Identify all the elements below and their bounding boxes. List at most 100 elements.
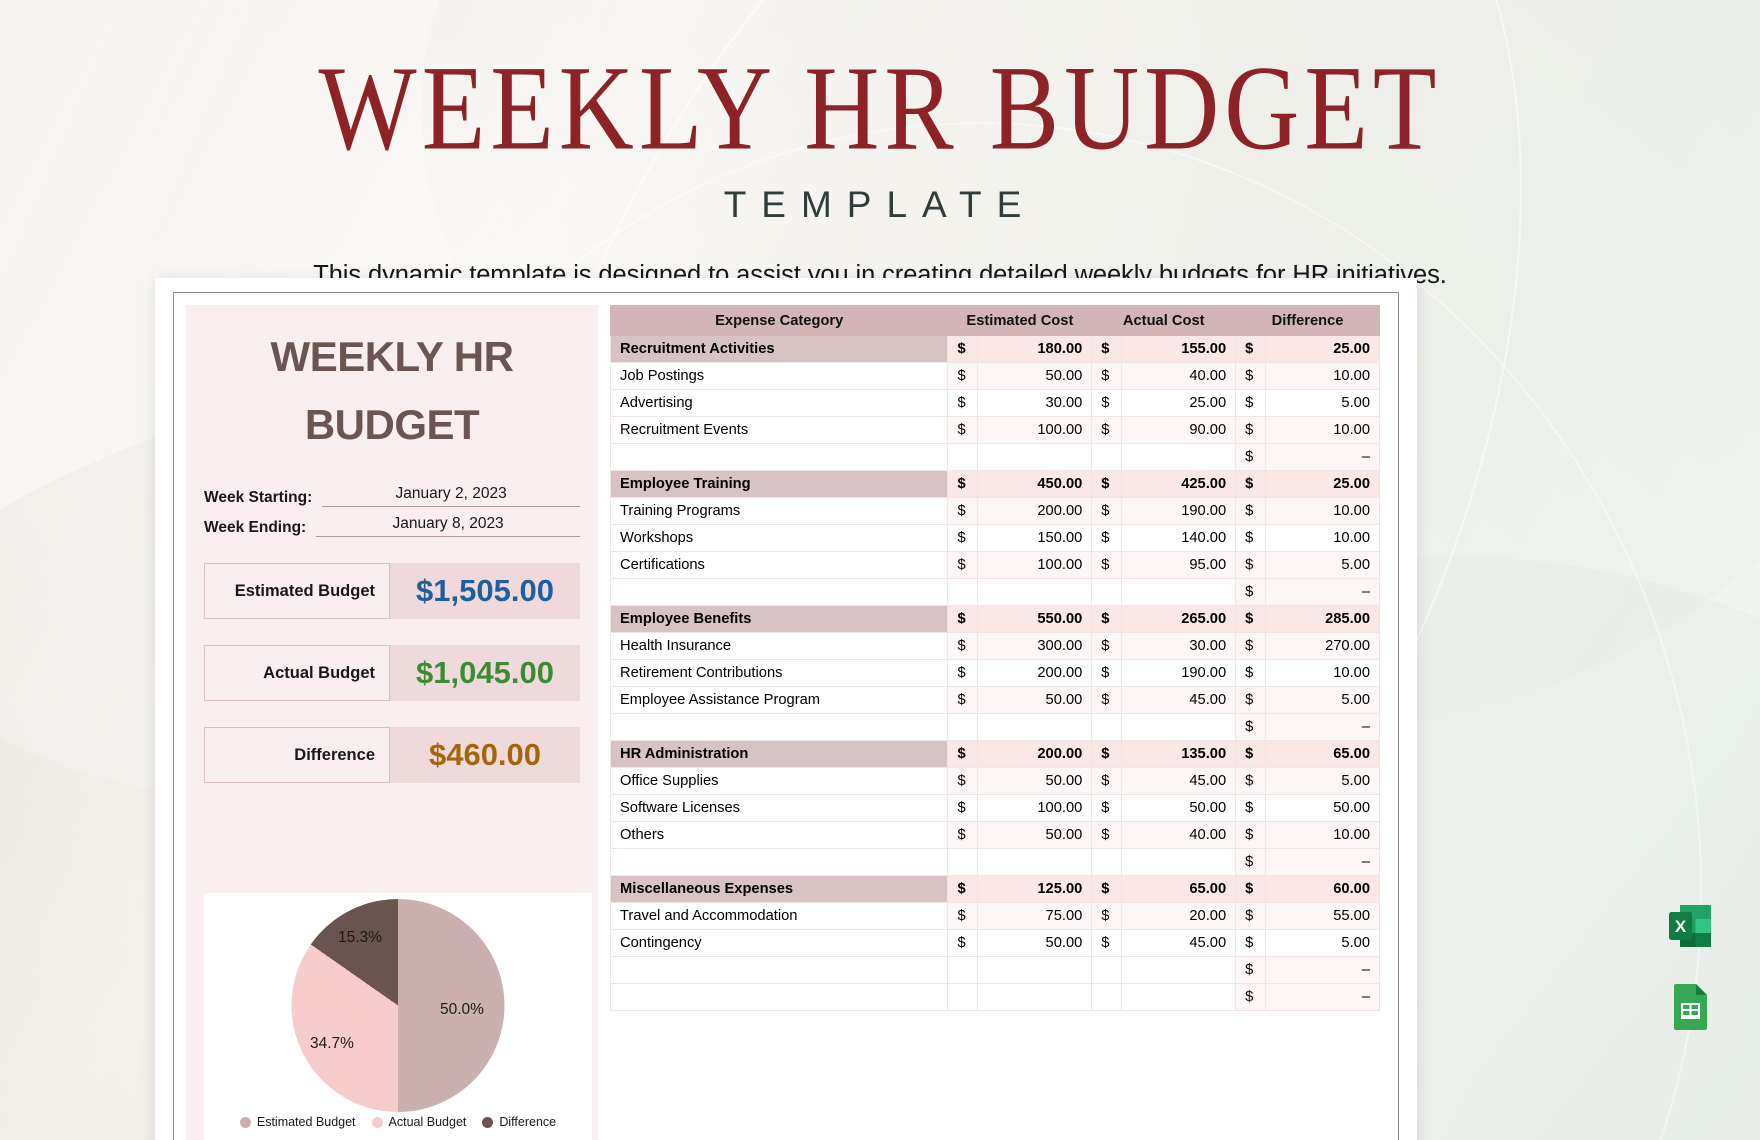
cell-estimated-symbol: $ bbox=[947, 362, 978, 390]
cell-difference-value: 5.00 bbox=[1264, 929, 1381, 957]
summary-panel: WEEKLY HR BUDGET Week Starting: January … bbox=[186, 305, 598, 1140]
cell-difference-symbol: $ bbox=[1235, 362, 1266, 390]
expense-table-body: Recruitment Activities $180.00 $155.00 $25.… bbox=[609, 335, 1381, 1011]
cell-estimated-symbol: $ bbox=[947, 470, 978, 498]
cell-difference-value: – bbox=[1264, 848, 1381, 876]
cell-difference-symbol: $ bbox=[1235, 902, 1266, 930]
google-sheets-icon[interactable] bbox=[1664, 980, 1716, 1032]
cell-estimated-value: 75.00 bbox=[976, 902, 1093, 930]
col-estimated-cost: Estimated Cost bbox=[947, 305, 1093, 336]
cell-estimated-symbol bbox=[947, 983, 978, 1011]
cell-estimated-symbol bbox=[947, 713, 978, 741]
page-subtitle: TEMPLATE bbox=[723, 184, 1037, 225]
cell-actual-symbol: $ bbox=[1091, 659, 1122, 687]
cell-actual-value: 40.00 bbox=[1120, 362, 1237, 390]
cell-difference-value: 25.00 bbox=[1264, 470, 1381, 498]
table-row: Training Programs $200.00 $190.00 $10.00 bbox=[609, 497, 1381, 525]
col-actual-cost: Actual Cost bbox=[1091, 305, 1237, 336]
cell-actual-value bbox=[1120, 713, 1237, 741]
cell-difference-symbol: $ bbox=[1235, 929, 1266, 957]
estimated-budget-kpi: Estimated Budget $1,505.00 bbox=[204, 563, 580, 620]
cell-difference-symbol: $ bbox=[1235, 416, 1266, 444]
cell-actual-symbol: $ bbox=[1091, 389, 1122, 417]
week-starting-value[interactable]: January 2, 2023 bbox=[322, 485, 580, 508]
cell-estimated-symbol: $ bbox=[947, 794, 978, 822]
cell-difference-value: 60.00 bbox=[1264, 875, 1381, 903]
cell-difference-value: – bbox=[1264, 578, 1381, 606]
cell-actual-value: 40.00 bbox=[1120, 821, 1237, 849]
cell-difference-value: 10.00 bbox=[1264, 362, 1381, 390]
cell-estimated-value: 550.00 bbox=[976, 605, 1093, 633]
cell-category: Workshops bbox=[609, 524, 949, 552]
expense-table-head: Expense Category Estimated Cost Actual C… bbox=[609, 305, 1380, 336]
cell-estimated-value: 50.00 bbox=[976, 362, 1093, 390]
col-difference: Difference bbox=[1235, 305, 1380, 336]
cell-estimated-value: 200.00 bbox=[976, 659, 1093, 687]
cell-estimated-symbol bbox=[947, 848, 978, 876]
cell-actual-value: 190.00 bbox=[1120, 497, 1237, 525]
cell-category: Travel and Accommodation bbox=[609, 902, 949, 930]
table-group-row: HR Administration $200.00 $135.00 $65.00 bbox=[609, 740, 1381, 768]
budget-pie-chart: 50.0% 34.7% 15.3% Estimated Budget Actual… bbox=[204, 893, 592, 1140]
cell-actual-symbol: $ bbox=[1091, 929, 1122, 957]
cell-category: Recruitment Activities bbox=[609, 335, 949, 363]
excel-icon[interactable]: X bbox=[1664, 900, 1716, 952]
cell-category: Miscellaneous Expenses bbox=[609, 875, 949, 903]
summary-title-line2: BUDGET bbox=[304, 401, 480, 449]
table-blank-row: $ – bbox=[609, 983, 1381, 1011]
cell-difference-symbol: $ bbox=[1235, 713, 1266, 741]
cell-difference-symbol: $ bbox=[1235, 551, 1266, 579]
export-icon-group: X bbox=[1664, 900, 1716, 1032]
cell-estimated-value: 100.00 bbox=[976, 794, 1093, 822]
cell-actual-value: 45.00 bbox=[1120, 767, 1237, 795]
cell-estimated-value: 200.00 bbox=[976, 497, 1093, 525]
cell-category: Advertising bbox=[609, 389, 949, 417]
cell-estimated-symbol: $ bbox=[947, 659, 978, 687]
cell-difference-value: – bbox=[1264, 713, 1381, 741]
cell-actual-value: 190.00 bbox=[1120, 659, 1237, 687]
cell-estimated-value: 50.00 bbox=[976, 821, 1093, 849]
difference-kpi: Difference $460.00 bbox=[204, 727, 580, 784]
cell-actual-symbol: $ bbox=[1091, 362, 1122, 390]
cell-estimated-symbol bbox=[947, 443, 978, 471]
table-group-row: Miscellaneous Expenses $125.00 $65.00 $60.0… bbox=[609, 875, 1381, 903]
cell-difference-symbol: $ bbox=[1235, 389, 1266, 417]
cell-estimated-value bbox=[976, 713, 1093, 741]
table-row: Job Postings $50.00 $40.00 $10.00 bbox=[609, 362, 1381, 390]
table-row: Certifications $100.00 $95.00 $5.00 bbox=[609, 551, 1381, 579]
legend-label: Actual Budget bbox=[388, 1115, 467, 1129]
cell-estimated-symbol: $ bbox=[947, 875, 978, 903]
cell-actual-value: 155.00 bbox=[1120, 335, 1237, 363]
table-row: Office Supplies $50.00 $45.00 $5.00 bbox=[609, 767, 1381, 795]
cell-difference-value: 10.00 bbox=[1264, 659, 1381, 687]
week-ending-value[interactable]: January 8, 2023 bbox=[316, 515, 580, 538]
cell-actual-symbol: $ bbox=[1091, 686, 1122, 714]
cell-difference-value: 55.00 bbox=[1264, 902, 1381, 930]
cell-actual-value bbox=[1120, 983, 1237, 1011]
cell-difference-symbol: $ bbox=[1235, 956, 1266, 984]
table-blank-row: $ – bbox=[609, 713, 1381, 741]
cell-difference-symbol: $ bbox=[1235, 605, 1266, 633]
cell-actual-value: 45.00 bbox=[1120, 686, 1237, 714]
cell-estimated-symbol bbox=[947, 578, 978, 606]
legend-label: Estimated Budget bbox=[256, 1115, 356, 1129]
cell-category: Others bbox=[609, 821, 949, 849]
cell-actual-value: 45.00 bbox=[1120, 929, 1237, 957]
legend-item: Estimated Budget bbox=[239, 1115, 356, 1129]
cell-category: Retirement Contributions bbox=[609, 659, 949, 687]
legend-swatch-icon bbox=[371, 1116, 383, 1128]
cell-category: Certifications bbox=[609, 551, 949, 579]
cell-actual-symbol: $ bbox=[1091, 497, 1122, 525]
cell-estimated-value: 450.00 bbox=[976, 470, 1093, 498]
table-row: Travel and Accommodation $75.00 $20.00 $55.… bbox=[609, 902, 1381, 930]
table-row: Recruitment Events $100.00 $90.00 $10.00 bbox=[609, 416, 1381, 444]
cell-actual-symbol bbox=[1091, 956, 1122, 984]
table-group-row: Employee Training $450.00 $425.00 $25.00 bbox=[609, 470, 1381, 498]
cell-category: Employee Training bbox=[609, 470, 949, 498]
cell-estimated-symbol: $ bbox=[947, 929, 978, 957]
cell-category bbox=[609, 956, 949, 984]
cell-estimated-symbol bbox=[947, 956, 978, 984]
cell-estimated-symbol: $ bbox=[947, 821, 978, 849]
table-blank-row: $ – bbox=[609, 443, 1381, 471]
